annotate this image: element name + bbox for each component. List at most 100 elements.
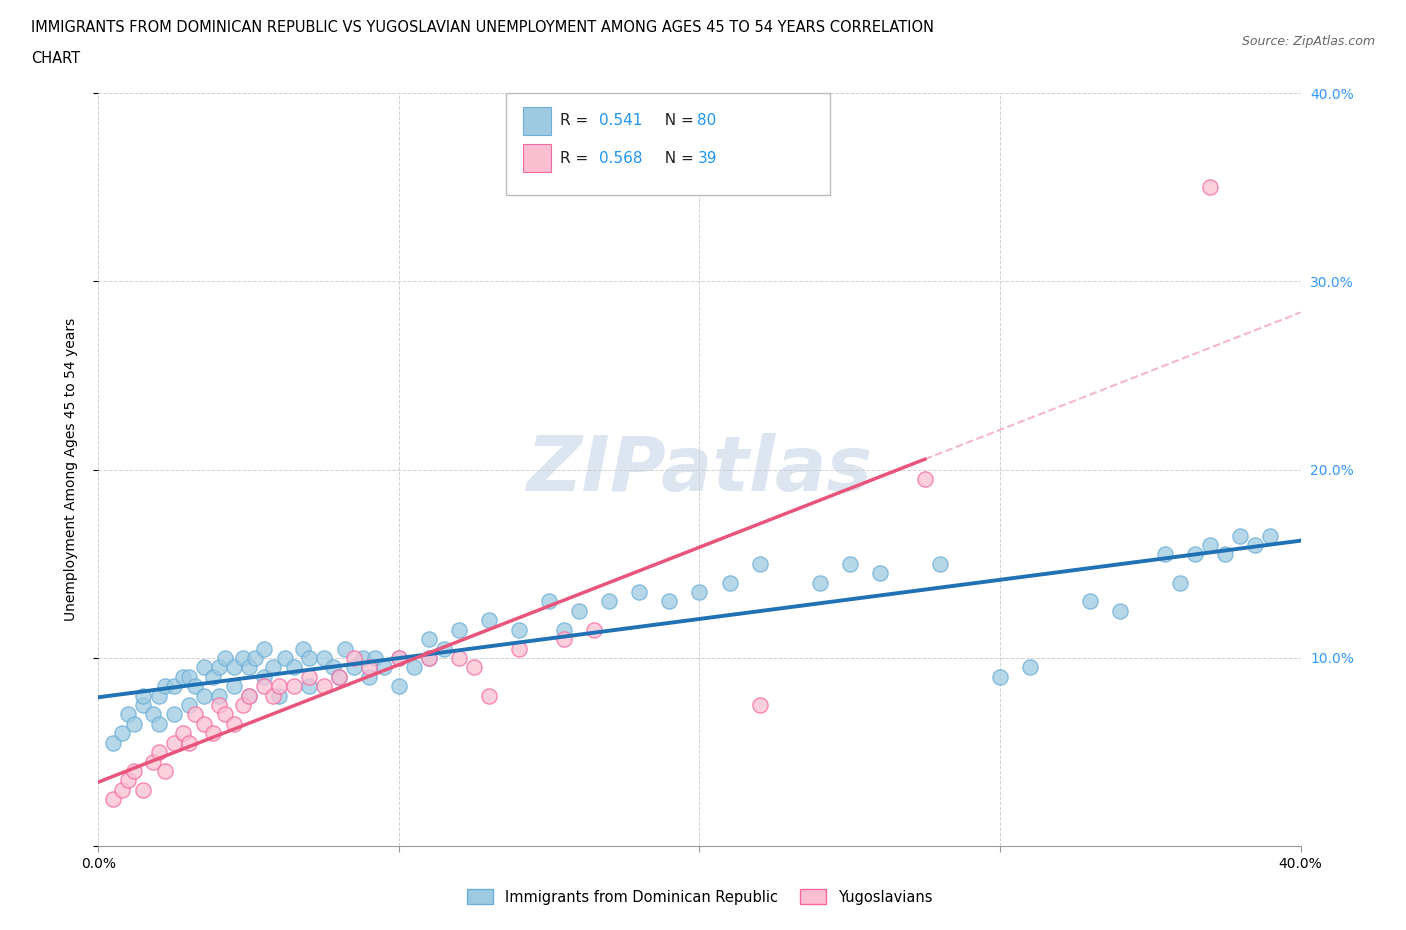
Text: 0.568: 0.568 [599,151,643,166]
Point [243,651,266,666]
Point [298,670,321,684]
Point [463,660,485,675]
Point [238,688,260,703]
Point [357,660,380,675]
Point [373,660,395,675]
Point [262,660,284,675]
Point [153,764,176,778]
Point [689,585,711,600]
Point [478,688,501,703]
Point [748,556,770,571]
Point [177,670,200,684]
Point [262,688,284,703]
Point [838,556,860,571]
Point [658,594,681,609]
Point [298,651,321,666]
Text: N =: N = [655,113,699,128]
Point [201,726,224,741]
Point [214,651,236,666]
Point [201,670,224,684]
Point [1078,594,1101,609]
Text: N =: N = [655,151,699,166]
Text: R =: R = [560,151,593,166]
Point [238,688,260,703]
Point [352,651,374,666]
Point [418,651,440,666]
Point [253,670,276,684]
Point [111,726,134,741]
Point [538,594,561,609]
Point [808,575,831,591]
Point [283,660,305,675]
Point [141,707,163,722]
Point [132,698,155,712]
Point [124,716,146,731]
Point [357,670,380,684]
Point [172,726,194,741]
Point [253,679,276,694]
Point [283,679,305,694]
Text: ZIPatlas: ZIPatlas [526,432,873,507]
Point [1154,547,1177,562]
Point [553,631,575,646]
Point [343,660,366,675]
Point [568,604,591,618]
Point [598,594,620,609]
Point [222,679,245,694]
Point [748,698,770,712]
Point [869,565,891,580]
Point [232,651,254,666]
Point [208,698,231,712]
Point [153,679,176,694]
Point [117,773,139,788]
Point [111,782,134,797]
Point [929,556,952,571]
Point [172,670,194,684]
Point [1244,538,1267,552]
Point [132,782,155,797]
Point [267,688,290,703]
Point [208,660,231,675]
Point [1199,179,1222,194]
Point [1260,528,1282,543]
Point [214,707,236,722]
Point [1109,604,1132,618]
Point [117,707,139,722]
Point [162,679,184,694]
Point [388,651,411,666]
Text: 0.541: 0.541 [599,113,643,128]
Point [343,651,366,666]
Point [183,707,205,722]
Y-axis label: Unemployment Among Ages 45 to 54 years: Unemployment Among Ages 45 to 54 years [63,318,77,621]
Point [162,736,184,751]
Point [312,651,335,666]
Point [333,641,356,656]
Point [222,660,245,675]
Point [183,679,205,694]
Point [418,651,440,666]
Point [193,660,215,675]
Point [148,688,170,703]
Point [208,688,231,703]
Point [312,679,335,694]
Point [177,736,200,751]
Point [1199,538,1222,552]
Legend: Immigrants from Dominican Republic, Yugoslavians: Immigrants from Dominican Republic, Yugo… [461,884,938,910]
Point [232,698,254,712]
Point [988,670,1011,684]
Point [253,641,276,656]
Point [298,679,321,694]
Point [478,613,501,628]
Point [193,716,215,731]
Point [388,679,411,694]
Text: CHART: CHART [31,51,80,66]
Point [1170,575,1192,591]
Point [433,641,456,656]
Point [148,716,170,731]
Point [388,651,411,666]
Point [148,745,170,760]
Point [124,764,146,778]
Text: 80: 80 [697,113,717,128]
Point [267,679,290,694]
Text: Source: ZipAtlas.com: Source: ZipAtlas.com [1241,35,1375,48]
